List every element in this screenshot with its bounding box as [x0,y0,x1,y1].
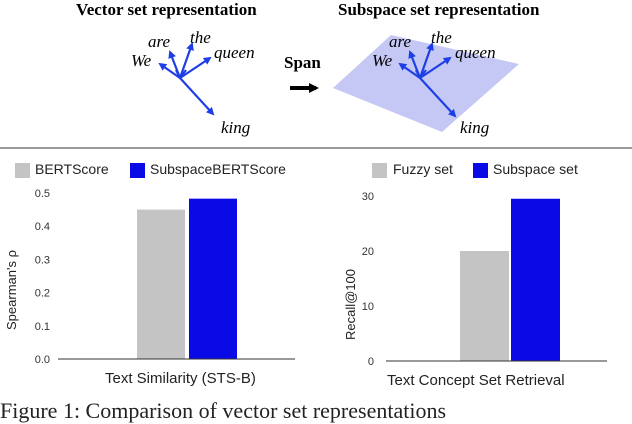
word-queen: queen [214,43,255,62]
plot-area: 0 10 20 30 [362,191,607,368]
word-are: are [148,32,170,51]
y-tick-label: 0.1 [35,321,50,333]
legend-label-subspacebertscore: SubspaceBERTScore [150,161,286,177]
y-tick-label: 10 [362,301,374,313]
left-diagram-title: Vector set representation [76,0,257,19]
word-are-right: are [389,32,411,51]
left-vectors [158,42,215,116]
legend-label-subspace: Subspace set [493,161,578,177]
legend-swatch-bertscore [15,163,30,178]
right-diagram-title: Subspace set representation [338,0,540,19]
bar-bertscore [137,209,185,359]
y-tick-label: 0.5 [35,188,50,200]
legend-swatch-fuzzy [372,163,387,178]
y-tick-label: 0.0 [35,354,50,366]
legend-label-bertscore: BERTScore [35,161,109,177]
word-queen-right: queen [455,43,496,62]
bar-subspace-set [511,198,560,361]
x-axis-label: Text Similarity (STS-B) [105,370,256,387]
the-vector [178,42,194,79]
x-axis-label: Text Concept Set Retrieval [387,372,565,389]
chart-sts: BERTScore SubspaceBERTScore Spearman's ρ… [0,150,316,390]
word-king: king [221,118,250,137]
y-tick-label: 0.2 [35,288,50,300]
queen-vector [179,56,212,79]
word-king-right: king [460,118,489,137]
king-vector [179,77,215,116]
y-tick-label: 0.4 [35,221,50,233]
word-the-right: the [431,28,452,47]
right-vectors [398,42,457,118]
chart-retrieval: Fuzzy set Subspace set Recall@100 0 10 20 3… [316,150,632,390]
legend-label-fuzzy: Fuzzy set [393,161,453,177]
we-vector [158,62,181,79]
y-tick-label: 0 [368,356,374,368]
y-tick-label: 0.3 [35,254,50,266]
plot-area: 0.0 0.1 0.2 0.3 0.4 0.5 [35,188,295,366]
word-we: We [131,51,152,70]
word-we-right: We [372,51,393,70]
bar-subspacebertscore [189,198,237,359]
span-label: Span [284,53,321,72]
legend-swatch-subspacebertscore [130,163,145,178]
y-tick-label: 30 [362,191,374,203]
figure-caption: Figure 1: Comparison of vector set repre… [0,398,447,423]
section-divider [0,147,632,149]
vector-diagram: We are the queen king Span We are the qu… [131,28,519,137]
bar-fuzzy-set [460,251,509,361]
legend-swatch-subspace [473,163,488,178]
word-the: the [190,28,211,47]
y-tick-label: 20 [362,246,374,258]
